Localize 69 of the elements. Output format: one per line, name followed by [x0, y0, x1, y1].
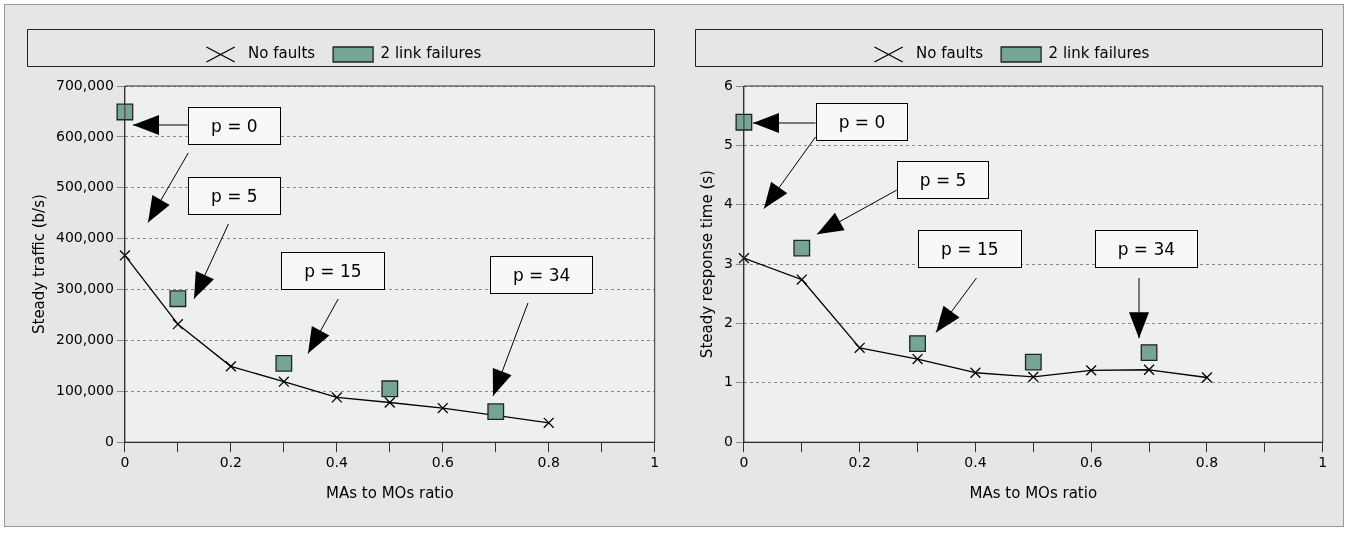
point: [331, 391, 343, 404]
point: [796, 273, 808, 286]
point: [854, 342, 866, 354]
point: [384, 396, 396, 409]
legend-label: 2 link failures: [1048, 44, 1150, 63]
point: [909, 335, 926, 353]
y-tick-label: 4: [723, 195, 733, 212]
point: [735, 113, 753, 131]
y-tick-label: 2: [723, 314, 733, 331]
x-axis-title: MAs to MOs ratio: [969, 483, 1098, 502]
annotation: p = 0: [815, 103, 909, 142]
annotation: p = 34: [489, 256, 594, 295]
x-tick-label: 0: [120, 454, 130, 471]
annotation: p = 34: [1094, 229, 1199, 268]
y-axis-title: Steady response time (s): [697, 170, 716, 359]
annotation: p = 15: [281, 251, 385, 290]
point: [1201, 371, 1213, 384]
x-tick-label: 0.4: [325, 454, 349, 471]
point: [793, 239, 811, 257]
legend-label: No faults: [916, 44, 984, 63]
point: [275, 354, 293, 372]
y-tick-label: 0: [723, 432, 733, 449]
y-tick-label: 400,000: [55, 229, 114, 246]
point: [1140, 344, 1158, 361]
y-tick-label: 0: [104, 432, 114, 449]
point: [911, 353, 924, 365]
x-tick-label: 1: [1318, 454, 1328, 471]
annotation: p = 5: [896, 160, 990, 199]
x-tick-label: 1: [650, 454, 660, 471]
x-tick-label: 0.6: [1080, 454, 1103, 471]
point: [487, 403, 505, 421]
y-tick-label: 300,000: [55, 280, 114, 297]
y-tick-label: 3: [723, 254, 733, 271]
legend-label: No faults: [248, 44, 316, 63]
y-tick-label: 200,000: [55, 331, 114, 348]
y-tick-label: 600,000: [55, 127, 114, 144]
point: [437, 402, 449, 414]
point: [1143, 364, 1155, 376]
point: [119, 249, 131, 262]
point: [738, 252, 750, 264]
point: [225, 360, 237, 372]
y-tick-label: 6: [723, 76, 733, 93]
x-tick-label: 0.8: [1195, 454, 1219, 471]
x-tick-label: 0.2: [848, 454, 871, 471]
point: [543, 417, 555, 429]
point: [381, 380, 399, 398]
y-tick-label: 700,000: [55, 76, 114, 93]
x-tick-label: 0: [739, 454, 749, 471]
point: [1024, 353, 1042, 371]
annotation: p = 5: [187, 176, 281, 215]
point: [278, 376, 290, 388]
annotation: p = 15: [918, 229, 1022, 268]
point: [969, 367, 982, 379]
point: [1085, 364, 1097, 376]
x-tick-label: 0.2: [219, 454, 242, 471]
y-tick-label: 5: [723, 136, 733, 153]
y-tick-label: 100,000: [55, 381, 114, 398]
y-axis-title: Steady traffic (b/s): [29, 194, 48, 335]
y-tick-label: 1: [723, 373, 733, 390]
y-tick-label: 500,000: [55, 178, 114, 195]
x-axis-title: MAs to MOs ratio: [326, 483, 454, 502]
point: [1027, 371, 1039, 383]
x-tick-label: 0.4: [964, 454, 987, 471]
legend-label: 2 link failures: [380, 44, 482, 63]
annotation: p = 0: [187, 107, 281, 146]
x-tick-label: 0.6: [431, 454, 454, 471]
x-tick-label: 0.8: [537, 454, 560, 471]
point: [172, 318, 184, 330]
point: [169, 290, 187, 308]
